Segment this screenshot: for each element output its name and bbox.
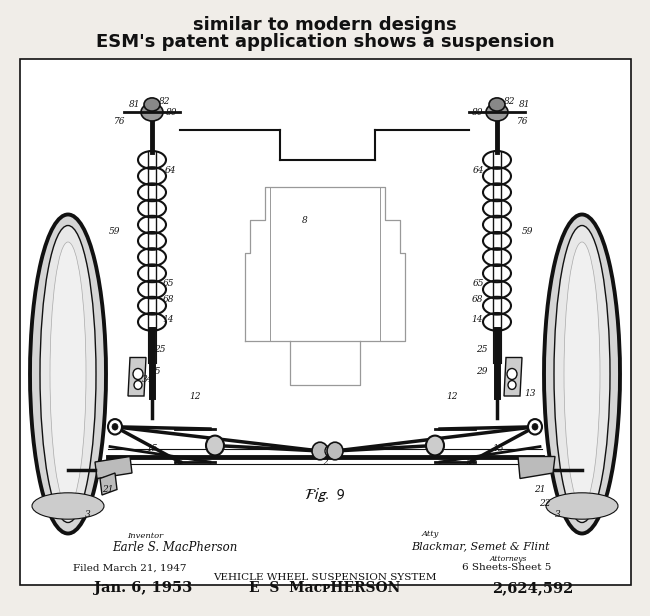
Text: 2: 2 [322,458,328,466]
Ellipse shape [544,214,620,533]
Circle shape [508,381,516,389]
Text: 16: 16 [172,458,184,466]
Polygon shape [504,357,522,396]
Text: 25: 25 [154,346,166,354]
Text: similar to modern designs: similar to modern designs [193,15,457,34]
Text: Filed March 21, 1947: Filed March 21, 1947 [73,564,187,572]
Polygon shape [128,357,146,396]
Circle shape [426,436,444,455]
Text: 80: 80 [166,108,177,116]
Text: 68: 68 [471,294,483,304]
Circle shape [327,442,343,460]
Ellipse shape [486,103,508,121]
Circle shape [312,442,328,460]
Text: 25: 25 [150,367,161,376]
Text: 14: 14 [162,315,174,323]
Text: 21: 21 [102,485,114,494]
Text: 65: 65 [162,279,174,288]
Text: 59: 59 [109,227,121,235]
Text: 34: 34 [142,375,154,384]
Text: 13: 13 [525,389,536,399]
Text: 80: 80 [473,108,484,116]
Text: Inventor: Inventor [127,532,163,540]
Ellipse shape [554,225,610,522]
Circle shape [134,381,142,389]
Circle shape [206,436,224,455]
Bar [20,59,630,585]
Text: Atty: Atty [421,530,439,538]
Text: 16: 16 [464,458,476,466]
Text: Earle S. MacPherson: Earle S. MacPherson [112,541,238,554]
Ellipse shape [489,98,505,111]
Polygon shape [95,456,132,479]
Circle shape [325,445,335,456]
Text: 12: 12 [189,392,201,400]
Text: 82: 82 [504,97,515,106]
Circle shape [133,368,143,379]
Circle shape [108,419,122,434]
Ellipse shape [144,98,160,111]
Text: 81: 81 [129,100,141,109]
Text: 25: 25 [476,346,488,354]
Text: 15: 15 [146,444,158,453]
Text: 29: 29 [476,367,488,376]
Circle shape [112,424,118,430]
Text: $\mathcal{Fig.\ 9}$: $\mathcal{Fig.\ 9}$ [304,486,346,504]
Text: 12: 12 [447,392,458,400]
Text: 68: 68 [162,294,174,304]
Polygon shape [518,456,555,479]
Text: ESM's patent application shows a suspension: ESM's patent application shows a suspens… [96,33,554,51]
Ellipse shape [40,225,96,522]
Ellipse shape [50,242,86,506]
Text: 6 Sheets-Sheet 5: 6 Sheets-Sheet 5 [462,564,552,572]
Circle shape [532,424,538,430]
Text: 8: 8 [302,216,308,224]
Text: Jan. 6, 1953: Jan. 6, 1953 [94,582,192,595]
Ellipse shape [32,493,104,519]
Circle shape [507,368,517,379]
Text: E  S  MacᴘHERSON: E S MacᴘHERSON [250,582,400,595]
Circle shape [528,419,542,434]
Text: 22: 22 [540,500,551,508]
Text: 76: 76 [114,116,125,126]
Text: 65: 65 [473,279,484,288]
Text: 64: 64 [473,166,484,175]
Text: 15: 15 [492,444,504,453]
Text: 81: 81 [519,100,531,109]
Text: 21: 21 [534,485,546,494]
Ellipse shape [546,493,618,519]
Text: 3: 3 [555,510,561,519]
Text: Blackmar, Semet & Flint: Blackmar, Semet & Flint [411,541,549,552]
Text: 59: 59 [522,227,534,235]
Ellipse shape [141,103,163,121]
Text: 2,624,592: 2,624,592 [492,582,574,595]
Text: 3: 3 [85,510,91,519]
Text: VEHICLE WHEEL SUSPENSION SYSTEM: VEHICLE WHEEL SUSPENSION SYSTEM [213,573,437,582]
Ellipse shape [564,242,600,506]
Ellipse shape [30,214,106,533]
Text: 14: 14 [471,315,483,323]
Text: Attorneys: Attorneys [489,555,526,563]
Text: 82: 82 [159,97,171,106]
Text: 76: 76 [517,116,528,126]
Text: 64: 64 [164,166,176,175]
Polygon shape [100,473,117,495]
